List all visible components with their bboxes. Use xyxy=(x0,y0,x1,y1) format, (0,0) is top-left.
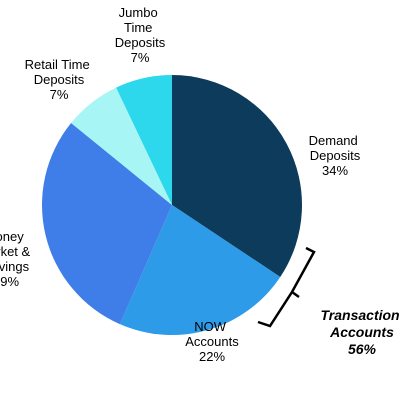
label-line: Market & xyxy=(0,244,34,259)
slice-value-label: 7% xyxy=(50,87,69,102)
annotation-value: 56% xyxy=(348,341,377,357)
label-line: Demand xyxy=(309,133,362,148)
label-line: Deposits xyxy=(34,72,85,87)
label-line: Deposits xyxy=(310,148,361,163)
slice-value-label: 22% xyxy=(199,349,225,364)
pie-slice xyxy=(71,87,172,205)
bracket xyxy=(257,246,316,328)
pie-slice xyxy=(172,75,302,278)
slice-label: NOW Accounts xyxy=(185,319,239,349)
label-line: Retail Time xyxy=(25,57,94,72)
slice-label: Retail Time Deposits xyxy=(25,57,94,87)
label-line: NOW xyxy=(194,319,229,334)
label-line: Deposits xyxy=(115,35,166,50)
slice-label: Jumbo Time Deposits xyxy=(115,5,166,50)
label-line: Accounts xyxy=(185,334,239,349)
slice-value-label: 29% xyxy=(0,274,19,289)
label-line: Time xyxy=(124,20,156,35)
annotation: Transaction Accounts xyxy=(321,307,404,340)
pie-slice xyxy=(119,205,281,335)
annotation-line: Accounts xyxy=(329,324,394,340)
label-line: Jumbo xyxy=(119,5,162,20)
pie-slice xyxy=(116,75,172,205)
slice-value-label: 34% xyxy=(322,163,348,178)
annotation-line: Transaction xyxy=(321,307,404,323)
slice-label: Demand Deposits xyxy=(309,133,362,163)
label-line: Money xyxy=(0,229,27,244)
slice-value-label: 7% xyxy=(131,50,150,65)
slice-label: Money Market & Savings xyxy=(0,229,34,274)
label-line: Savings xyxy=(0,259,30,274)
pie-slice xyxy=(42,123,172,325)
